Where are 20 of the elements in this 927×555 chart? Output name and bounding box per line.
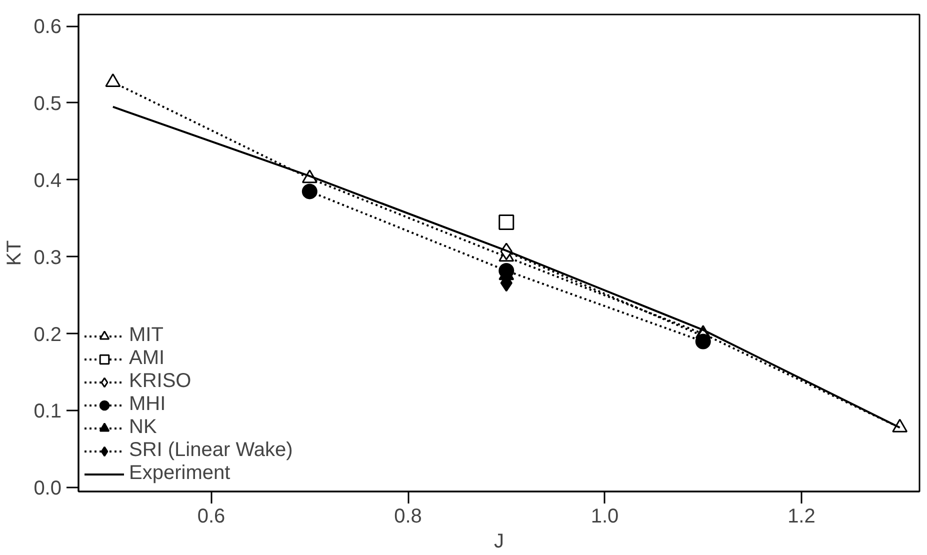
legend-label: SRI (Linear Wake) bbox=[129, 439, 293, 462]
legend-label: NK bbox=[129, 416, 157, 439]
x-axis-title: J bbox=[494, 530, 504, 552]
legend-label: Experiment bbox=[129, 462, 230, 485]
x-tick-label: 1.2 bbox=[788, 506, 816, 528]
y-tick-label: 0.1 bbox=[34, 400, 62, 423]
x-tick-label: 0.8 bbox=[394, 506, 422, 528]
x-tick-label: 0.6 bbox=[197, 506, 226, 528]
y-tick-label: 0.3 bbox=[34, 246, 62, 269]
legend-label: KRISO bbox=[129, 370, 192, 393]
y-tick-label: 0.6 bbox=[34, 16, 62, 38]
y-tick-label: 0.0 bbox=[34, 478, 62, 500]
legend-label: MIT bbox=[129, 324, 164, 347]
y-axis-title: KT bbox=[4, 240, 26, 266]
y-tick-label: 0.2 bbox=[34, 324, 62, 346]
x-tick-label: 1.0 bbox=[590, 506, 619, 528]
legend-label: AMI bbox=[129, 347, 165, 370]
legend-label: MHI bbox=[129, 393, 166, 416]
y-tick-label: 0.5 bbox=[34, 92, 62, 115]
y-tick-label: 0.4 bbox=[34, 170, 62, 192]
